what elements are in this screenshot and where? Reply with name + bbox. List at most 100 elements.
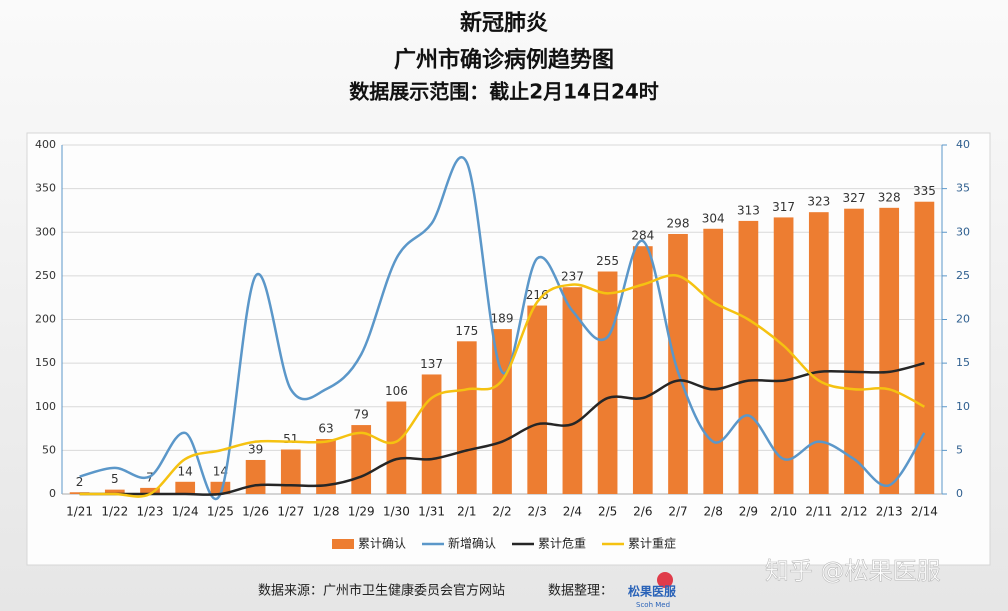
x-tick-label: 1/27 xyxy=(277,505,304,519)
x-tick-label: 2/9 xyxy=(739,505,758,519)
x-tick-label: 1/31 xyxy=(418,505,445,519)
x-tick-label: 2/6 xyxy=(633,505,652,519)
x-tick-label: 2/1 xyxy=(457,505,476,519)
bar xyxy=(456,341,477,494)
x-tick-label: 2/10 xyxy=(770,505,797,519)
bar xyxy=(879,207,900,494)
value-label: 175 xyxy=(455,324,478,338)
bar xyxy=(386,401,407,494)
bar xyxy=(175,481,196,494)
value-label: 237 xyxy=(561,270,584,284)
x-tick-label: 2/7 xyxy=(668,505,687,519)
x-tick-label: 1/26 xyxy=(242,505,269,519)
bar xyxy=(844,208,864,494)
line xyxy=(79,156,926,501)
bar xyxy=(562,287,583,494)
value-label: 63 xyxy=(318,422,333,436)
bar xyxy=(597,271,618,494)
bar xyxy=(738,220,759,494)
value-label: 51 xyxy=(283,432,298,446)
value-label: 335 xyxy=(913,184,936,198)
y2-tick-label: 30 xyxy=(956,225,970,238)
value-label: 5 xyxy=(111,472,119,486)
x-tick-label: 1/22 xyxy=(101,505,128,519)
compiler-label: 数据整理： xyxy=(548,584,613,599)
bar xyxy=(808,212,829,494)
title: 广州市确诊病例趋势图 xyxy=(394,47,614,73)
bar xyxy=(280,449,301,494)
bar xyxy=(668,233,688,494)
x-tick-label: 2/14 xyxy=(911,505,938,519)
x-tick-label: 2/5 xyxy=(598,505,617,519)
x-tick-label: 2/2 xyxy=(492,505,511,519)
value-label: 189 xyxy=(491,312,514,326)
x-tick-label: 1/21 xyxy=(66,505,93,519)
y2-tick-label: 0 xyxy=(956,487,963,500)
value-label: 327 xyxy=(843,191,866,205)
y2-tick-label: 5 xyxy=(956,443,963,456)
value-label: 2 xyxy=(76,475,84,489)
bar xyxy=(703,228,724,494)
x-tick-label: 1/24 xyxy=(172,505,199,519)
y2-tick-label: 15 xyxy=(956,356,970,369)
title: 数据展示范围：截止2月14日24时 xyxy=(349,80,659,104)
y2-tick-label: 20 xyxy=(956,313,970,326)
x-tick-label: 1/30 xyxy=(383,505,410,519)
x-tick-label: 2/8 xyxy=(704,505,723,519)
y2-tick-label: 10 xyxy=(956,400,970,413)
bar xyxy=(421,374,442,494)
legend-label: 新增确认 xyxy=(448,536,496,551)
bar xyxy=(140,487,160,494)
value-label: 106 xyxy=(385,384,408,398)
y-tick-label: 150 xyxy=(35,356,56,369)
y-tick-label: 200 xyxy=(35,313,56,326)
value-label: 328 xyxy=(878,190,901,204)
value-label: 79 xyxy=(354,408,369,422)
y-tick-label: 350 xyxy=(35,182,56,195)
bar xyxy=(245,459,266,494)
legend-swatch xyxy=(332,539,354,549)
x-tick-label: 2/11 xyxy=(805,505,832,519)
bar xyxy=(492,329,512,494)
y-tick-label: 50 xyxy=(42,443,56,456)
value-label: 14 xyxy=(178,464,193,478)
x-tick-label: 2/12 xyxy=(841,505,868,519)
value-label: 255 xyxy=(596,254,619,268)
legend-label: 累计危重 xyxy=(538,537,586,551)
bar xyxy=(351,425,372,494)
line xyxy=(79,361,925,496)
value-label: 137 xyxy=(420,357,443,371)
source: 数据来源：广州市卫生健康委员会官方网站 xyxy=(258,583,505,599)
y-tick-label: 250 xyxy=(35,269,56,282)
y2-tick-label: 40 xyxy=(956,138,970,151)
bar xyxy=(316,439,336,494)
value-label: 39 xyxy=(248,442,263,456)
logo-icon xyxy=(657,572,673,588)
x-tick-label: 1/28 xyxy=(313,505,340,519)
y-tick-label: 300 xyxy=(35,225,56,238)
value-label: 284 xyxy=(631,229,654,243)
y-tick-label: 400 xyxy=(35,138,56,151)
line xyxy=(79,274,925,498)
title: 新冠肺炎 xyxy=(460,10,548,36)
value-label: 323 xyxy=(807,195,830,209)
logo-text: 松果医服 xyxy=(628,584,677,599)
bar xyxy=(527,305,548,494)
y2-tick-label: 25 xyxy=(956,269,970,282)
logo-subtext: Scoh Med xyxy=(636,601,670,609)
y-tick-label: 0 xyxy=(49,487,56,500)
x-tick-label: 2/3 xyxy=(528,505,547,519)
y-tick-label: 100 xyxy=(35,400,56,413)
x-tick-label: 1/23 xyxy=(137,505,164,519)
bar xyxy=(914,201,935,494)
legend-label: 累计确认 xyxy=(358,537,406,551)
y2-tick-label: 35 xyxy=(956,182,970,195)
value-label: 304 xyxy=(702,211,725,225)
x-tick-label: 2/4 xyxy=(563,505,582,519)
bar xyxy=(104,489,125,494)
bar xyxy=(210,481,231,494)
bar xyxy=(632,246,653,494)
value-label: 317 xyxy=(772,200,795,214)
